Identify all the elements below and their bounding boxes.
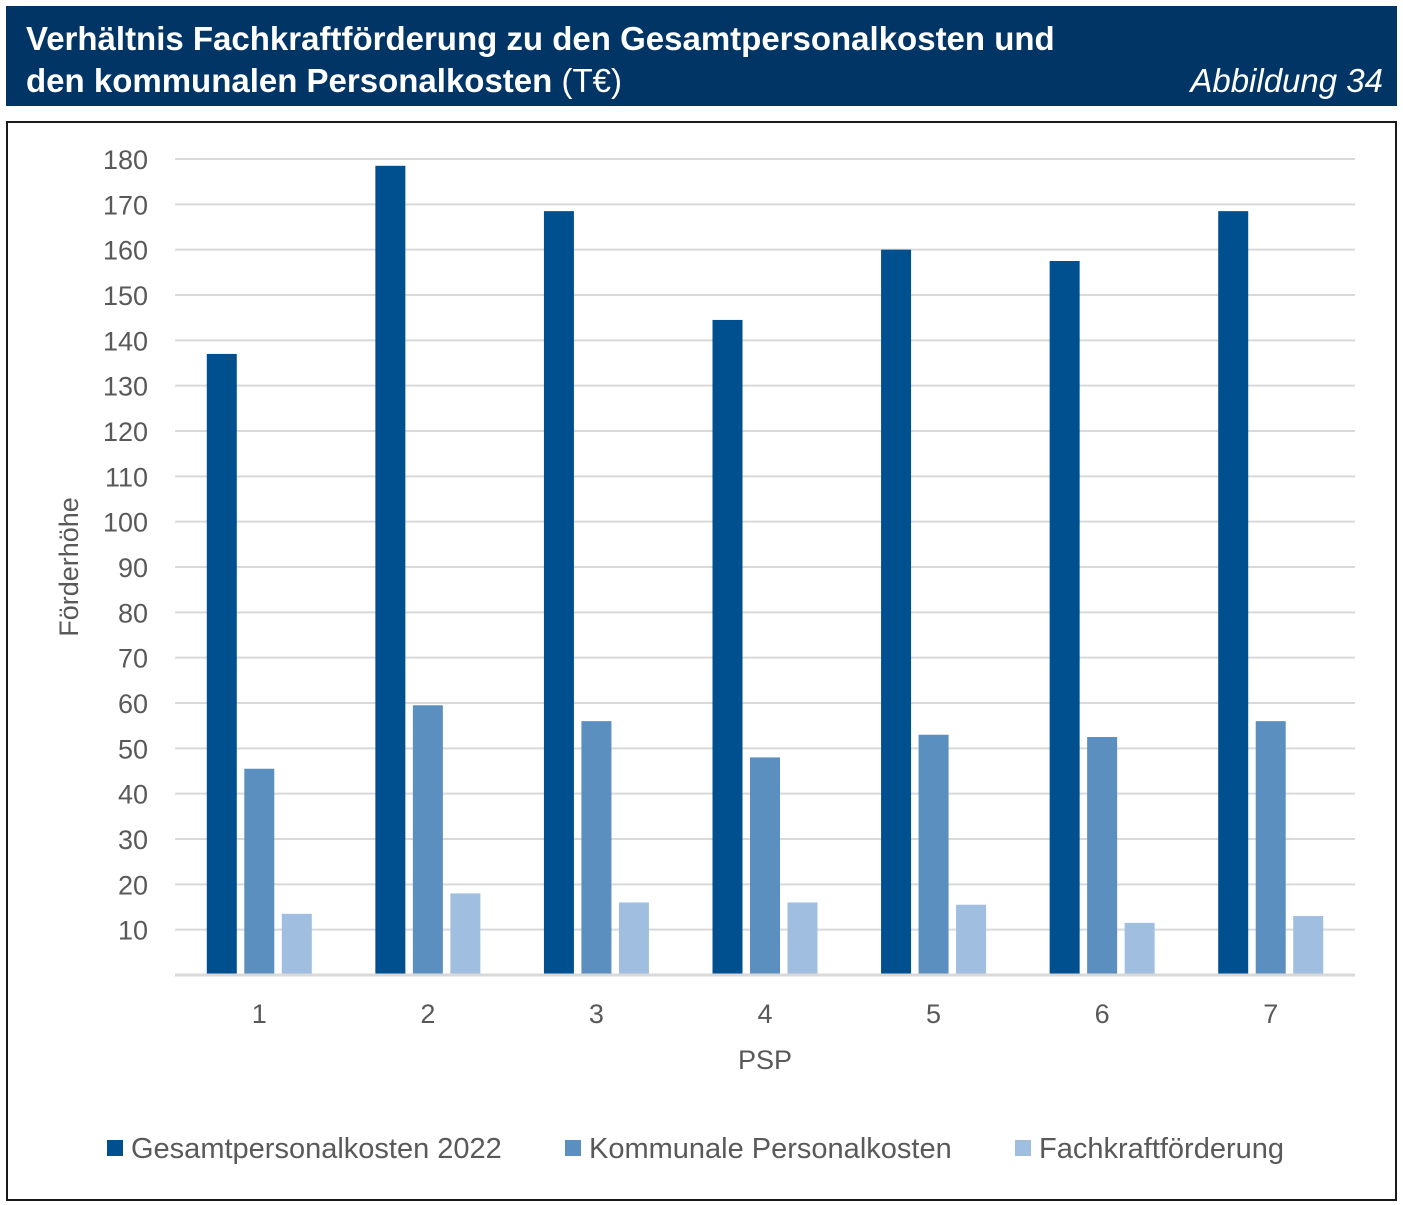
- bar-2-1: [244, 768, 275, 975]
- bar-1-5: [881, 249, 912, 975]
- y-tick-label: 30: [118, 825, 148, 855]
- legend-label: Kommunale Personalkosten: [589, 1133, 952, 1165]
- y-tick-label: 80: [118, 598, 148, 628]
- legend: Gesamtpersonalkosten 2022 Kommunale Perso…: [107, 1133, 1284, 1165]
- x-tick-label: 4: [757, 999, 772, 1029]
- bar-3-3: [618, 902, 649, 975]
- x-tick-label: 3: [589, 999, 604, 1029]
- y-tick-label: 90: [118, 553, 148, 583]
- bar-3-7: [1293, 916, 1324, 975]
- y-tick-label: 130: [103, 372, 148, 402]
- y-tick-label: 110: [105, 462, 148, 492]
- legend-swatch: [565, 1140, 581, 1156]
- bars: [206, 165, 1324, 976]
- bar-3-4: [787, 902, 818, 975]
- y-tick-label: 20: [118, 870, 148, 900]
- bar-3-2: [450, 893, 481, 975]
- bar-3-1: [281, 913, 312, 975]
- x-tick-label: 2: [420, 999, 435, 1029]
- x-axis-label: PSP: [738, 1045, 792, 1075]
- y-tick-label: 40: [118, 780, 148, 810]
- x-tick-label: 1: [252, 999, 267, 1029]
- chart-title-line2-bold: den kommunalen Personalkosten: [26, 62, 553, 99]
- x-tick-label: 5: [926, 999, 941, 1029]
- chart-frame: [6, 121, 1397, 1201]
- legend-label: Gesamtpersonalkosten 2022: [131, 1133, 502, 1165]
- y-tick-label: 140: [103, 326, 148, 356]
- x-tick-label: 6: [1095, 999, 1110, 1029]
- y-axis-label: Förderhöhe: [54, 497, 84, 637]
- bar-1-3: [543, 211, 574, 976]
- bar-3-5: [956, 904, 987, 975]
- figure-label: Abbildung 34: [1190, 62, 1383, 99]
- chart-title-line1: Verhältnis Fachkraftförderung zu den Ges…: [26, 20, 1055, 57]
- y-tick-label: 50: [118, 734, 148, 764]
- chart-title-unit: (T€): [561, 62, 622, 99]
- y-tick-label: 100: [103, 508, 148, 538]
- y-tick-label: 160: [103, 236, 148, 266]
- bar-1-2: [375, 165, 406, 976]
- bar-3-6: [1124, 922, 1155, 975]
- bar-2-4: [750, 757, 780, 975]
- y-tick-labels: 10 20 30 40 50 60 70 80 90 100 110 120 130 140 150 160 1…: [103, 145, 148, 946]
- bar-1-7: [1218, 211, 1249, 976]
- gridlines: [175, 158, 1355, 931]
- legend-swatch: [1015, 1140, 1031, 1156]
- bar-2-3: [581, 721, 612, 975]
- bar-1-4: [712, 319, 743, 975]
- y-tick-label: 10: [118, 916, 148, 946]
- y-tick-label: 150: [103, 281, 148, 311]
- y-tick-label: 180: [103, 145, 148, 175]
- bar-2-2: [412, 705, 443, 975]
- bar-1-1: [206, 353, 237, 975]
- y-tick-label: 60: [118, 689, 148, 719]
- y-tick-label: 170: [103, 190, 148, 220]
- bar-2-5: [918, 734, 949, 975]
- x-tick-label: 7: [1263, 999, 1278, 1029]
- chart-title-line2: den kommunalen Personalkosten (T€): [26, 62, 622, 100]
- legend-label: Fachkraftförderung: [1039, 1133, 1284, 1165]
- bar-1-6: [1049, 261, 1080, 975]
- y-tick-label: 70: [118, 644, 148, 674]
- bar-2-7: [1255, 721, 1286, 975]
- figure-header: Verhältnis Fachkraftförderung zu den Ges…: [6, 6, 1397, 106]
- bar-2-6: [1087, 737, 1118, 975]
- y-tick-label: 120: [103, 417, 148, 447]
- legend-swatch: [107, 1140, 123, 1156]
- x-tick-labels: 1 2 3 4 5 6 7: [252, 999, 1278, 1029]
